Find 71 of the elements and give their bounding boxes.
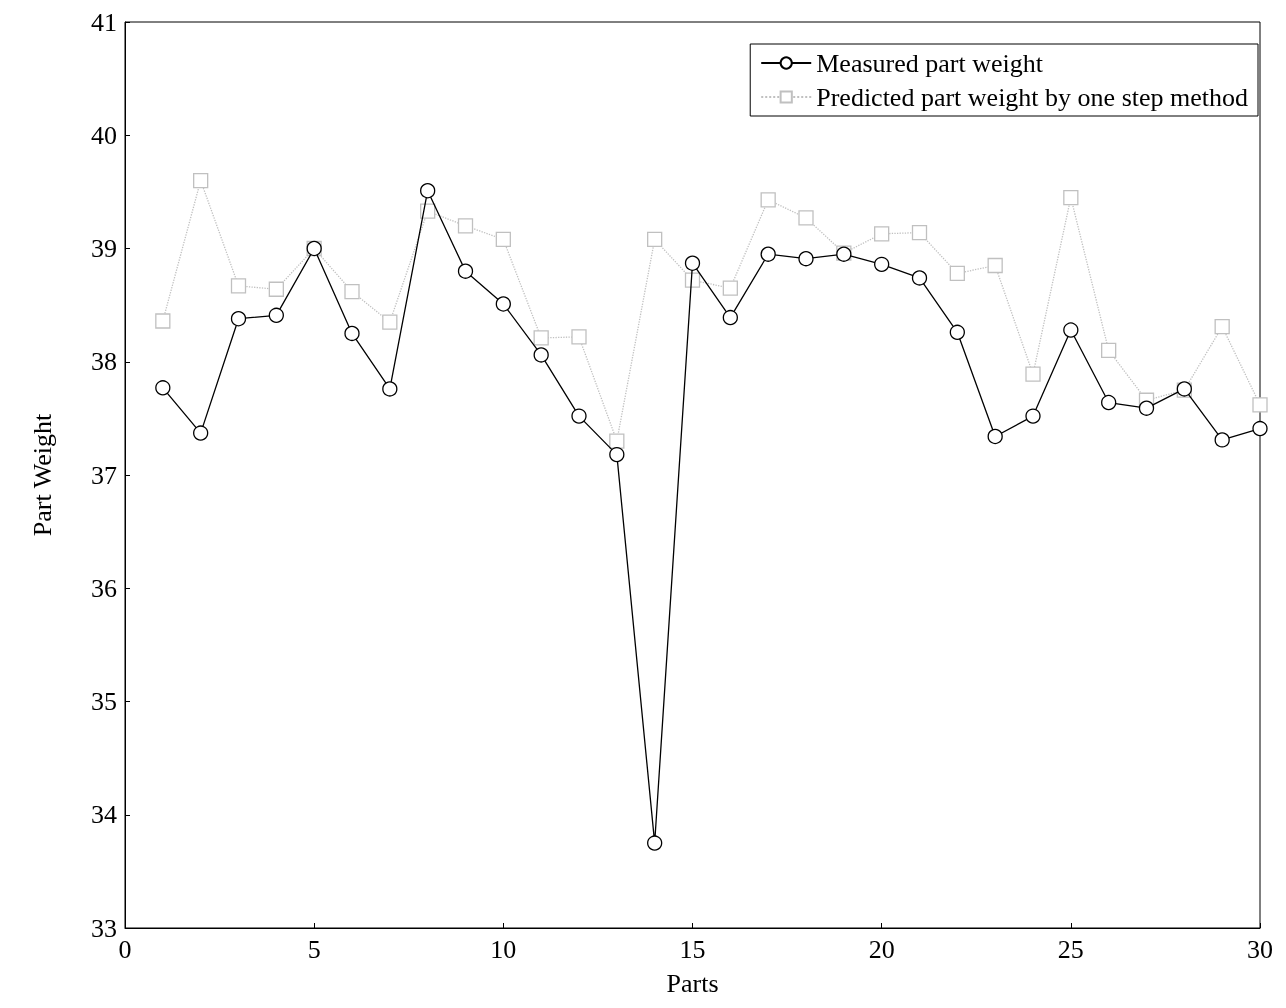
point — [647, 835, 663, 851]
y-tick-label: 37 — [91, 460, 117, 490]
point — [533, 330, 549, 346]
x-tick-label: 30 — [1247, 934, 1273, 964]
point — [1025, 366, 1041, 382]
point — [155, 313, 171, 329]
point — [571, 408, 587, 424]
y-tick-label: 36 — [91, 573, 117, 603]
point — [609, 446, 625, 463]
point — [495, 231, 511, 248]
y-axis-title: Part Weight — [27, 413, 57, 537]
point — [230, 278, 247, 294]
point — [760, 192, 776, 208]
point — [1214, 318, 1230, 335]
x-tick-label: 20 — [868, 934, 895, 964]
point — [798, 210, 814, 226]
point — [268, 307, 284, 323]
point — [382, 381, 398, 397]
point — [1138, 400, 1155, 416]
point — [268, 281, 284, 297]
point — [1252, 420, 1268, 437]
point — [457, 218, 474, 234]
point — [1214, 432, 1230, 448]
point — [987, 428, 1003, 445]
point — [987, 257, 1003, 274]
point — [495, 296, 511, 312]
point — [571, 329, 587, 345]
point — [647, 231, 663, 248]
point — [722, 309, 738, 326]
legend-label: Measured part weight — [816, 48, 1044, 78]
point — [1025, 408, 1041, 424]
point — [1063, 322, 1079, 338]
point — [911, 225, 928, 241]
point — [155, 380, 171, 396]
y-tick-label: 34 — [91, 800, 117, 830]
point — [420, 183, 436, 199]
point — [1101, 342, 1117, 359]
x-tick-label: 15 — [679, 934, 706, 964]
y-tick-label: 40 — [91, 120, 117, 150]
point — [684, 255, 701, 271]
y-tick-label: 35 — [91, 687, 117, 716]
point — [193, 172, 209, 189]
y-tick-label: 39 — [91, 234, 117, 263]
point — [457, 263, 474, 279]
point — [760, 246, 776, 262]
x-tick-label: 5 — [307, 934, 321, 964]
point — [1101, 394, 1117, 411]
point — [1252, 397, 1268, 413]
point — [798, 251, 814, 267]
point — [193, 425, 209, 441]
point — [949, 265, 965, 282]
y-tick-label: 41 — [91, 7, 117, 37]
legend-label: Predicted part weight by one step method — [816, 82, 1248, 112]
point — [344, 283, 360, 300]
x-tick-label: 0 — [118, 934, 132, 964]
point — [609, 433, 625, 449]
point — [1063, 189, 1079, 206]
y-tick-label: 38 — [91, 347, 117, 377]
x-axis-title: Parts — [666, 968, 719, 998]
point — [722, 280, 738, 296]
point — [230, 311, 247, 327]
point — [949, 324, 965, 340]
point — [533, 347, 549, 363]
point — [382, 314, 398, 330]
y-tick-label: 33 — [91, 913, 117, 943]
point — [874, 256, 890, 272]
x-tick-label: 10 — [490, 934, 517, 964]
point — [874, 226, 890, 242]
x-tick-label: 25 — [1057, 934, 1084, 964]
point — [911, 270, 928, 286]
point — [344, 325, 360, 342]
